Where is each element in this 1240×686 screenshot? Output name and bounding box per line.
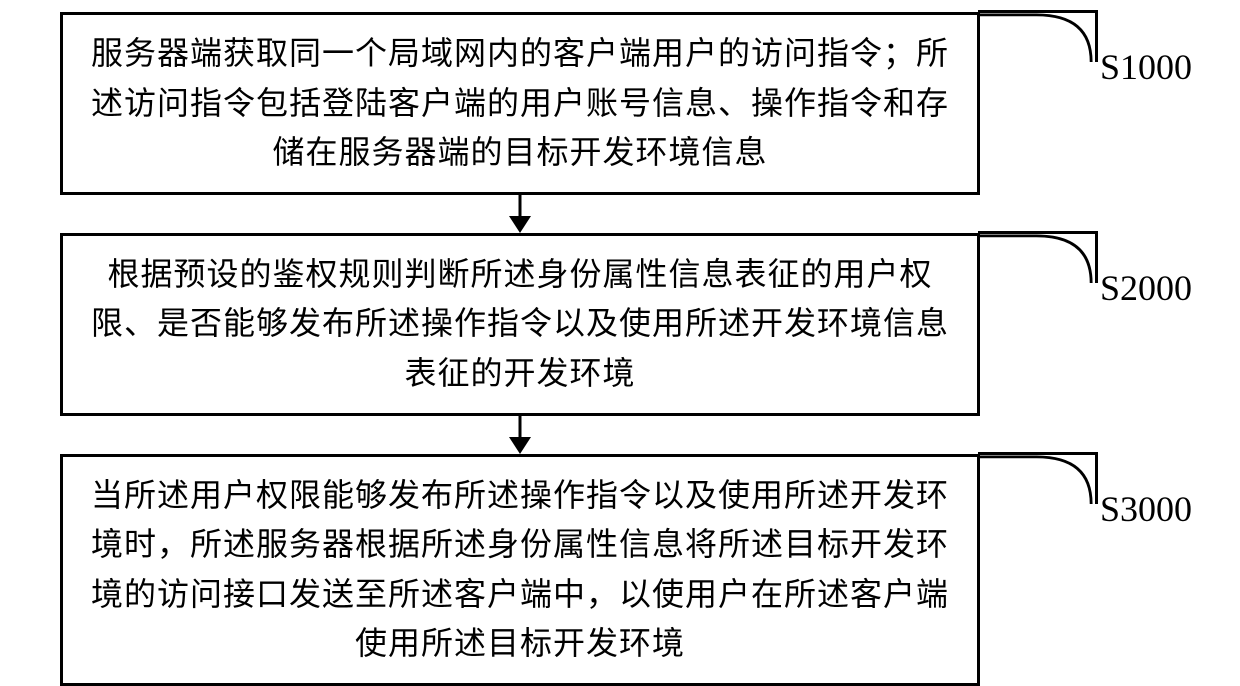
flowchart-container: 服务器端获取同一个局域网内的客户端用户的访问指令；所述访问指令包括登陆客户端的用… [60, 12, 1160, 686]
arrow-1 [60, 195, 980, 233]
step-box-s2000: 根据预设的鉴权规则判断所述身份属性信息表征的用户权限、是否能够发布所述操作指令以… [60, 233, 980, 416]
arrow-head-1 [509, 216, 531, 233]
step-label-s3000: S3000 [1100, 488, 1192, 530]
connector-s2000 [978, 231, 1098, 283]
connector-s1000 [978, 10, 1098, 62]
step-box-s3000: 当所述用户权限能够发布所述操作指令以及使用所述开发环境时，所述服务器根据所述身份… [60, 454, 980, 686]
step-s1000-group: 服务器端获取同一个局域网内的客户端用户的访问指令；所述访问指令包括登陆客户端的用… [60, 12, 1160, 195]
step-s2000-group: 根据预设的鉴权规则判断所述身份属性信息表征的用户权限、是否能够发布所述操作指令以… [60, 233, 1160, 416]
step-label-s1000: S1000 [1100, 46, 1192, 88]
step-text-s2000: 根据预设的鉴权规则判断所述身份属性信息表征的用户权限、是否能够发布所述操作指令以… [87, 250, 953, 399]
connector-s3000 [978, 452, 1098, 504]
step-box-s1000: 服务器端获取同一个局域网内的客户端用户的访问指令；所述访问指令包括登陆客户端的用… [60, 12, 980, 195]
arrow-head-2 [509, 437, 531, 454]
arrow-2 [60, 416, 980, 454]
step-s3000-group: 当所述用户权限能够发布所述操作指令以及使用所述开发环境时，所述服务器根据所述身份… [60, 454, 1160, 686]
step-text-s3000: 当所述用户权限能够发布所述操作指令以及使用所述开发环境时，所述服务器根据所述身份… [87, 471, 953, 669]
step-text-s1000: 服务器端获取同一个局域网内的客户端用户的访问指令；所述访问指令包括登陆客户端的用… [87, 29, 953, 178]
step-label-s2000: S2000 [1100, 267, 1192, 309]
